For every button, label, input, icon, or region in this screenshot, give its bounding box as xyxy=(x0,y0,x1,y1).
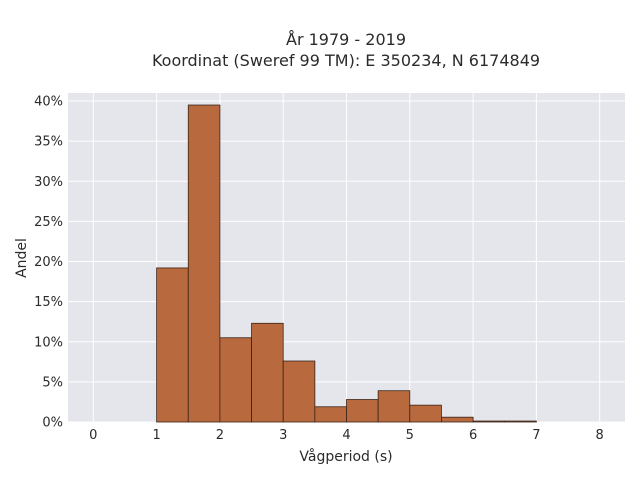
histogram-bar xyxy=(219,337,252,423)
y-tick-label: 30% xyxy=(34,175,63,190)
y-tick-label: 10% xyxy=(34,335,63,350)
y-axis-title: Andel xyxy=(14,238,30,278)
histogram-bar xyxy=(409,404,442,423)
y-tick-label: 25% xyxy=(34,215,63,230)
histogram-bar xyxy=(441,416,474,423)
x-tick-label: 8 xyxy=(596,428,604,443)
x-tick-label: 4 xyxy=(342,428,350,443)
y-tick-label: 0% xyxy=(42,416,63,431)
y-tick-label: 15% xyxy=(34,295,63,310)
x-tick-label: 1 xyxy=(152,428,160,443)
y-axis-ticks: 0% 5% 10% 15% 20% 25% 30% 35% 40% xyxy=(34,95,63,431)
histogram-bar xyxy=(314,406,347,423)
histogram-bar xyxy=(282,360,316,423)
chart-title-line2: Koordinat (Sweref 99 TM): E 350234, N 61… xyxy=(152,51,540,70)
y-tick-label: 20% xyxy=(34,255,63,270)
histogram-bar xyxy=(156,267,189,423)
x-axis-ticks: 0 1 2 3 4 5 6 7 8 xyxy=(89,428,604,443)
y-tick-label: 5% xyxy=(42,375,63,390)
histogram-bar xyxy=(504,420,537,423)
histogram-bar xyxy=(251,322,284,423)
x-tick-label: 5 xyxy=(406,428,414,443)
histogram-bar xyxy=(377,390,411,423)
y-tick-label: 40% xyxy=(34,95,63,110)
histogram-bar xyxy=(346,399,379,423)
x-tick-label: 2 xyxy=(216,428,224,443)
chart-title-line1: År 1979 - 2019 xyxy=(286,30,406,49)
bars xyxy=(156,104,537,423)
y-tick-label: 35% xyxy=(34,135,63,150)
x-axis-title: Vågperiod (s) xyxy=(299,448,392,465)
x-tick-label: 7 xyxy=(532,428,540,443)
x-tick-label: 3 xyxy=(279,428,287,443)
histogram-bar xyxy=(472,420,506,423)
x-tick-label: 6 xyxy=(469,428,477,443)
x-tick-label: 0 xyxy=(89,428,97,443)
histogram-bar xyxy=(187,104,221,423)
